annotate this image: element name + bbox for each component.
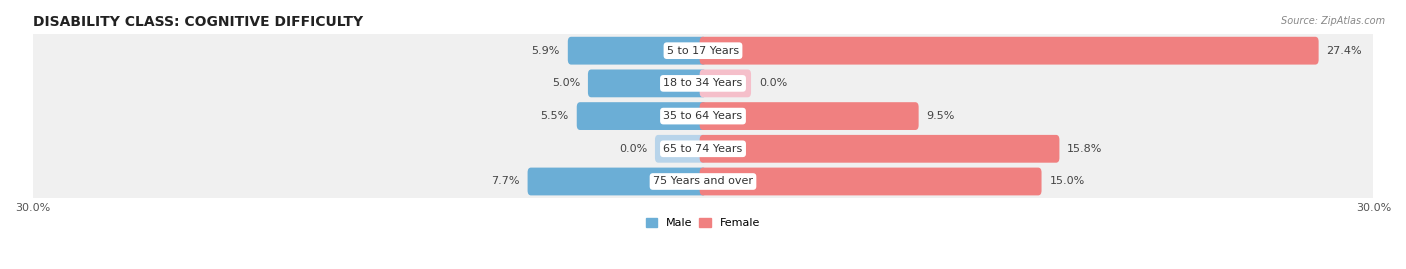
Text: 0.0%: 0.0% — [759, 78, 787, 89]
FancyBboxPatch shape — [527, 168, 706, 195]
FancyBboxPatch shape — [655, 135, 706, 163]
FancyBboxPatch shape — [28, 26, 1378, 75]
FancyBboxPatch shape — [28, 125, 1378, 173]
FancyBboxPatch shape — [30, 126, 1376, 171]
FancyBboxPatch shape — [700, 135, 1059, 163]
Text: Source: ZipAtlas.com: Source: ZipAtlas.com — [1281, 16, 1385, 26]
FancyBboxPatch shape — [30, 61, 1376, 106]
Text: 15.8%: 15.8% — [1067, 144, 1102, 154]
FancyBboxPatch shape — [28, 157, 1378, 206]
Text: DISABILITY CLASS: COGNITIVE DIFFICULTY: DISABILITY CLASS: COGNITIVE DIFFICULTY — [32, 15, 363, 29]
FancyBboxPatch shape — [28, 59, 1378, 108]
Text: 0.0%: 0.0% — [619, 144, 647, 154]
FancyBboxPatch shape — [30, 28, 1376, 73]
FancyBboxPatch shape — [30, 159, 1376, 204]
Text: 18 to 34 Years: 18 to 34 Years — [664, 78, 742, 89]
FancyBboxPatch shape — [30, 94, 1376, 139]
Text: 7.7%: 7.7% — [491, 176, 520, 186]
Text: 15.0%: 15.0% — [1049, 176, 1084, 186]
Text: 65 to 74 Years: 65 to 74 Years — [664, 144, 742, 154]
FancyBboxPatch shape — [576, 102, 706, 130]
Text: 9.5%: 9.5% — [927, 111, 955, 121]
Text: 75 Years and over: 75 Years and over — [652, 176, 754, 186]
Text: 5.0%: 5.0% — [551, 78, 581, 89]
FancyBboxPatch shape — [28, 92, 1378, 140]
FancyBboxPatch shape — [700, 168, 1042, 195]
Text: 27.4%: 27.4% — [1326, 46, 1362, 56]
FancyBboxPatch shape — [568, 37, 706, 65]
Legend: Male, Female: Male, Female — [647, 218, 759, 228]
Text: 5 to 17 Years: 5 to 17 Years — [666, 46, 740, 56]
Text: 5.9%: 5.9% — [531, 46, 560, 56]
FancyBboxPatch shape — [700, 37, 1319, 65]
Text: 5.5%: 5.5% — [541, 111, 569, 121]
Text: 35 to 64 Years: 35 to 64 Years — [664, 111, 742, 121]
FancyBboxPatch shape — [700, 69, 751, 97]
FancyBboxPatch shape — [700, 102, 918, 130]
FancyBboxPatch shape — [588, 69, 706, 97]
